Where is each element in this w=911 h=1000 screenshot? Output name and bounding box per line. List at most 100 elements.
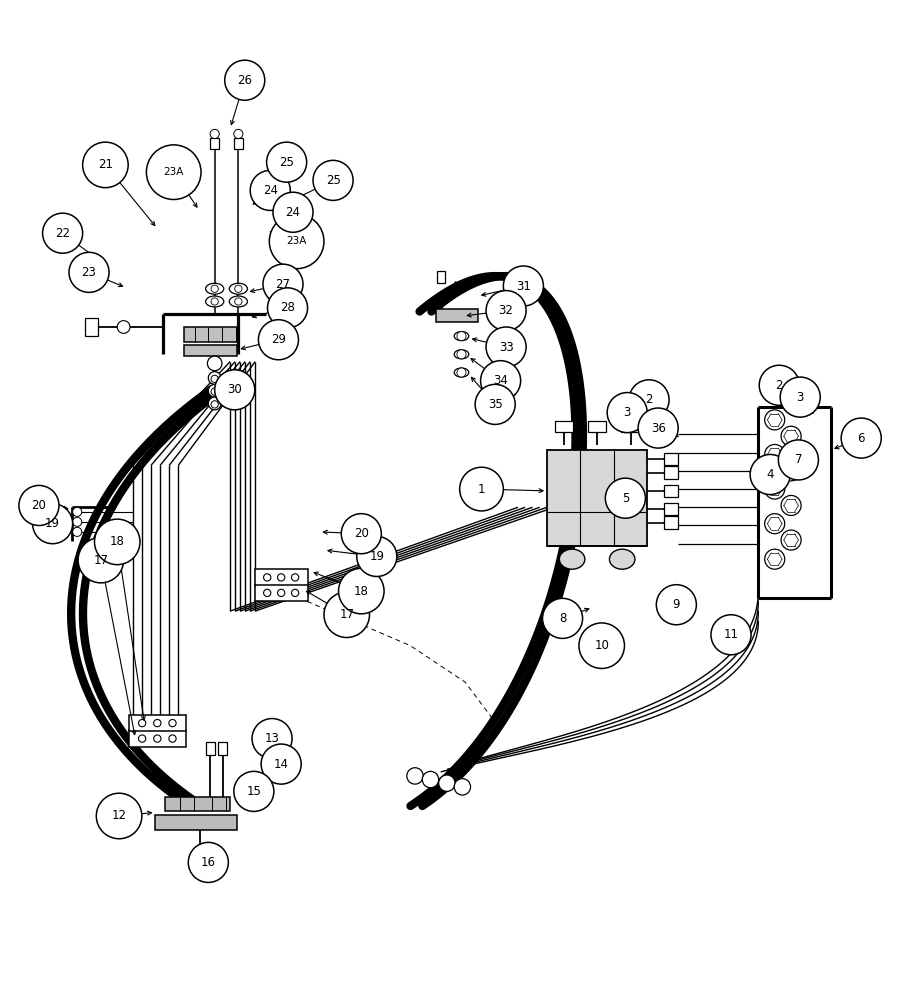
Circle shape: [78, 537, 124, 583]
Text: 23A: 23A: [163, 167, 184, 177]
Circle shape: [263, 574, 271, 581]
Ellipse shape: [558, 549, 584, 569]
Circle shape: [95, 519, 140, 565]
Ellipse shape: [205, 283, 223, 294]
Text: 6: 6: [856, 432, 864, 445]
Circle shape: [169, 735, 176, 742]
Circle shape: [341, 514, 381, 554]
Text: 16: 16: [200, 856, 216, 869]
Circle shape: [459, 467, 503, 511]
Text: 29: 29: [271, 333, 286, 346]
Circle shape: [486, 291, 526, 331]
Text: 19: 19: [45, 517, 60, 530]
Circle shape: [73, 517, 82, 526]
Circle shape: [780, 426, 800, 446]
Circle shape: [233, 129, 242, 138]
Circle shape: [638, 408, 678, 448]
Bar: [663, 453, 678, 465]
Text: 10: 10: [594, 639, 609, 652]
Circle shape: [210, 401, 218, 408]
Circle shape: [250, 170, 290, 210]
Circle shape: [138, 719, 146, 727]
Text: 32: 32: [498, 304, 513, 317]
Ellipse shape: [229, 283, 247, 294]
Circle shape: [33, 504, 73, 544]
Circle shape: [711, 615, 751, 655]
Bar: [183, 345, 236, 356]
Text: 25: 25: [325, 174, 340, 187]
Circle shape: [779, 377, 819, 417]
Text: 18: 18: [353, 585, 368, 598]
Circle shape: [73, 527, 82, 536]
Text: 11: 11: [722, 628, 738, 641]
Text: 7: 7: [793, 453, 802, 466]
Circle shape: [607, 393, 647, 433]
Bar: [233, 138, 242, 149]
Text: 1: 1: [477, 483, 485, 496]
Bar: [554, 421, 572, 432]
Text: 17: 17: [93, 554, 108, 567]
Circle shape: [261, 744, 301, 784]
Circle shape: [224, 60, 264, 100]
Bar: [620, 421, 639, 432]
Text: 12: 12: [111, 809, 127, 822]
Text: 23A: 23A: [286, 236, 306, 246]
Circle shape: [486, 327, 526, 367]
Circle shape: [542, 598, 582, 638]
Circle shape: [763, 479, 783, 499]
Circle shape: [258, 320, 298, 360]
Circle shape: [323, 592, 369, 638]
Circle shape: [338, 568, 384, 614]
Circle shape: [169, 719, 176, 727]
Circle shape: [210, 375, 218, 383]
Circle shape: [480, 361, 520, 401]
Bar: [436, 271, 445, 283]
Circle shape: [43, 213, 83, 253]
Circle shape: [210, 129, 219, 138]
Ellipse shape: [205, 296, 223, 307]
Text: 3: 3: [795, 391, 803, 404]
Circle shape: [267, 288, 307, 328]
Text: 25: 25: [279, 156, 293, 169]
Circle shape: [277, 574, 284, 581]
Circle shape: [208, 397, 220, 410]
Circle shape: [503, 266, 543, 306]
Circle shape: [210, 285, 218, 292]
Bar: [435, 309, 477, 322]
Circle shape: [780, 495, 800, 515]
Circle shape: [251, 719, 292, 759]
Circle shape: [147, 145, 200, 199]
Bar: [663, 485, 678, 497]
Circle shape: [207, 356, 221, 371]
Text: 24: 24: [285, 206, 300, 219]
Circle shape: [154, 719, 160, 727]
Circle shape: [454, 779, 470, 795]
Circle shape: [777, 440, 817, 480]
Text: 8: 8: [558, 612, 566, 625]
Circle shape: [97, 793, 142, 839]
Circle shape: [750, 454, 789, 495]
Text: 15: 15: [246, 785, 261, 798]
Circle shape: [272, 192, 312, 232]
Text: 20: 20: [353, 527, 368, 540]
Circle shape: [475, 384, 515, 424]
Text: 4: 4: [765, 468, 773, 481]
Circle shape: [780, 461, 800, 481]
Circle shape: [234, 298, 241, 305]
Bar: [129, 730, 185, 747]
Circle shape: [262, 264, 302, 304]
Text: 24: 24: [262, 184, 278, 197]
Bar: [183, 327, 236, 342]
Bar: [164, 797, 230, 811]
Text: 17: 17: [339, 608, 353, 621]
Text: 23: 23: [81, 266, 97, 279]
Bar: [218, 742, 227, 755]
Circle shape: [763, 444, 783, 464]
Circle shape: [210, 298, 218, 305]
Ellipse shape: [454, 350, 468, 359]
Circle shape: [763, 410, 783, 430]
Circle shape: [193, 862, 206, 874]
Circle shape: [208, 384, 220, 397]
Circle shape: [578, 623, 624, 668]
Circle shape: [292, 589, 299, 597]
